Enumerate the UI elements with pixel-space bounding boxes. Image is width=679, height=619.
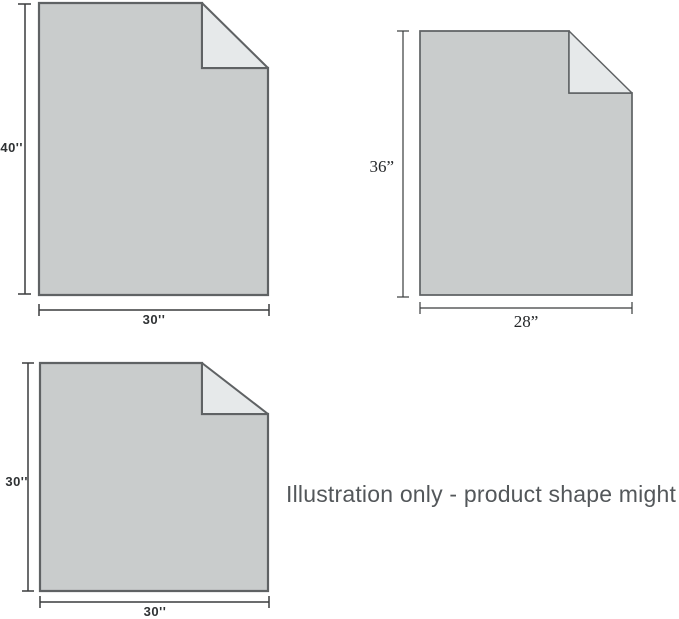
height-dimension-line [22, 362, 34, 592]
width-label: 30'' [142, 312, 166, 327]
height-label: 30'' [5, 474, 28, 489]
height-dimension-line [18, 3, 31, 295]
folded-corner [201, 362, 269, 415]
illustration-note: Illustration only - product shape might … [286, 481, 679, 507]
folded-corner [201, 2, 269, 69]
folded-corner [568, 30, 633, 94]
blanket-diagram-30x30 [22, 361, 270, 608]
width-dimension-line [38, 304, 270, 316]
width-label: 30'' [143, 604, 167, 619]
width-dimension-line [39, 596, 270, 608]
height-label: 40'' [0, 140, 23, 155]
height-label: 36” [369, 157, 394, 176]
blanket-diagram-40x30 [18, 1, 270, 316]
height-dimension-line [397, 30, 409, 298]
width-label: 28” [513, 312, 539, 331]
blanket-diagram-36x28 [397, 30, 633, 314]
width-dimension-line [419, 302, 633, 314]
